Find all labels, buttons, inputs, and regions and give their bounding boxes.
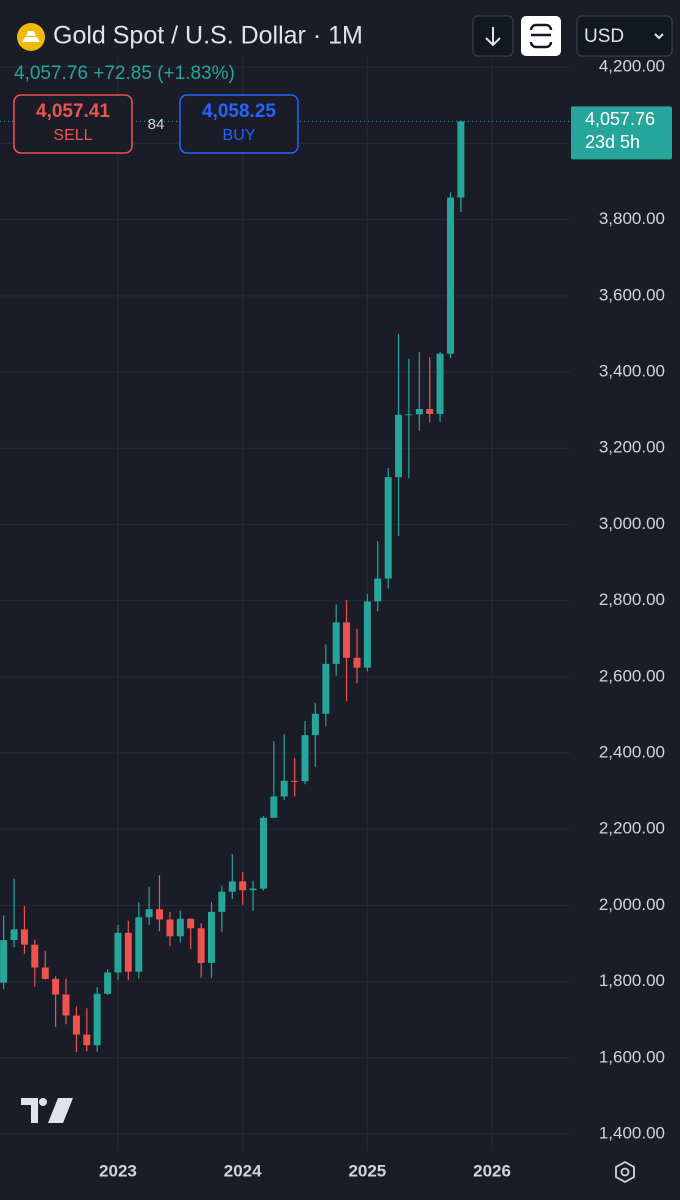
y-tick-label: 2,400.00 — [599, 742, 665, 761]
y-tick-label: 3,000.00 — [599, 514, 665, 533]
candle-body — [447, 197, 455, 354]
candle-body — [104, 972, 112, 994]
y-tick-label: 1,400.00 — [599, 1123, 665, 1142]
candle-body — [62, 994, 70, 1016]
settings-icon-center — [620, 1167, 630, 1177]
last-price-box — [571, 106, 672, 160]
countdown: 23d 5h — [585, 132, 640, 152]
candle-body — [124, 932, 132, 972]
currency-label: USD — [584, 26, 624, 47]
y-tick-label: 1,800.00 — [599, 971, 665, 990]
sell-price: 4,057.41 — [36, 101, 110, 122]
y-tick-label: 2,600.00 — [599, 666, 665, 685]
candle-body — [197, 928, 205, 963]
y-tick-label: 3,200.00 — [599, 438, 665, 457]
candle-body — [114, 932, 122, 973]
buy-button[interactable] — [179, 94, 299, 154]
y-tick-label: 3,600.00 — [599, 285, 665, 304]
change: +72.85 — [93, 63, 152, 84]
candle-body — [353, 657, 361, 668]
price: 4,057.76 — [14, 63, 88, 84]
candle-body — [166, 919, 174, 937]
candle-body — [436, 353, 444, 414]
candle-body — [10, 929, 18, 941]
tv-logo — [21, 1098, 73, 1123]
candle-body — [145, 909, 153, 918]
candle-body — [426, 408, 434, 414]
chart-title: Gold Spot / U.S. Dollar · 1M — [53, 22, 363, 50]
candle-body — [52, 978, 60, 995]
y-tick-label: 3,800.00 — [599, 209, 665, 228]
download-icon — [485, 27, 501, 47]
candle-body — [363, 601, 371, 668]
candle-body — [0, 940, 8, 983]
candle-body — [384, 477, 392, 579]
candle-body — [322, 663, 330, 714]
candle-body — [259, 817, 267, 889]
header-bg — [0, 0, 680, 57]
candle-body — [374, 578, 382, 602]
change-pct: (+1.83%) — [157, 63, 235, 84]
sell-label: SELL — [53, 127, 92, 144]
y-tick-label: 2,200.00 — [599, 819, 665, 838]
candle-body — [93, 993, 101, 1046]
candle-body — [41, 967, 49, 979]
buy-price: 4,058.25 — [202, 101, 276, 122]
y-tick-label: 1,600.00 — [599, 1047, 665, 1066]
candle-body — [249, 888, 257, 891]
y-tick-label: 3,400.00 — [599, 362, 665, 381]
candle-body — [155, 909, 163, 920]
tv-logo-dot — [39, 1098, 47, 1106]
x-tick-label: 2023 — [99, 1161, 137, 1180]
candle-body — [457, 121, 465, 198]
y-tick-label: 4,200.00 — [599, 57, 665, 76]
candle-body — [207, 911, 215, 963]
x-tick-label: 2026 — [473, 1161, 511, 1180]
candle-body — [332, 622, 340, 664]
candle-body — [239, 881, 247, 891]
candle-body — [20, 929, 28, 945]
gold-bars — [22, 31, 40, 42]
last-price-label: 4,057.76 — [585, 109, 655, 129]
candle-body — [218, 891, 226, 912]
sell-button[interactable] — [13, 94, 133, 154]
candle-body — [311, 713, 319, 736]
x-tick-label: 2025 — [348, 1161, 386, 1180]
y-tick-label: 2,800.00 — [599, 590, 665, 609]
x-tick-label: 2024 — [224, 1161, 262, 1180]
toggle-icon — [529, 23, 553, 49]
candle-body — [301, 735, 309, 782]
spread: 84 — [148, 116, 165, 133]
settings-icon[interactable] — [615, 1160, 635, 1184]
candle-body — [187, 918, 195, 929]
candle-body — [176, 918, 184, 937]
candle-body — [415, 408, 423, 415]
candle-body — [395, 414, 403, 478]
header-price: 4,057.76 +72.85 (+1.83%) — [14, 63, 235, 84]
candle-body — [228, 881, 236, 892]
candle-body — [135, 917, 143, 972]
candle-body — [343, 622, 351, 658]
candles — [0, 120, 465, 1053]
dropdown-caret — [654, 33, 664, 40]
candle-body — [280, 780, 288, 797]
currency-select[interactable] — [576, 15, 673, 57]
candle-body — [83, 1034, 91, 1046]
candle-body — [405, 414, 413, 416]
candle-body — [270, 796, 278, 818]
y-tick-label: 2,000.00 — [599, 895, 665, 914]
candle-body — [291, 780, 299, 782]
buy-label: BUY — [223, 127, 256, 144]
candle-body — [72, 1015, 80, 1035]
candle-body — [31, 944, 39, 968]
